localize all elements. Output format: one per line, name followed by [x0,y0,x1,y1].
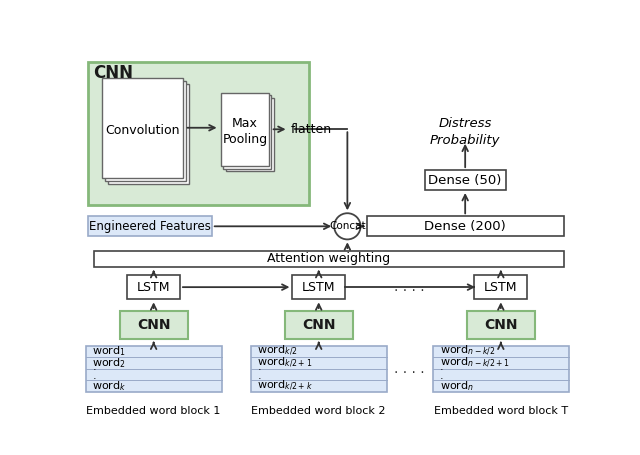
Text: $\mathrm{word}_{k}$: $\mathrm{word}_{k}$ [92,379,127,393]
Bar [433,346,569,392]
Bar [292,275,345,299]
Text: Embedded word block 2: Embedded word block 2 [252,406,386,416]
Text: Distress
Probability: Distress Probability [430,116,500,147]
Circle shape [334,213,360,239]
Text: $\mathrm{word}_{k/2+1}$: $\mathrm{word}_{k/2+1}$ [257,356,313,370]
Text: $\mathrm{word}_{n−k/2}$: $\mathrm{word}_{n−k/2}$ [440,344,495,359]
Text: Concat: Concat [329,221,365,231]
Text: $\mathrm{word}_{1}$: $\mathrm{word}_{1}$ [92,344,126,359]
Text: CNN: CNN [302,318,335,332]
Text: $\mathrm{word}_{k/2}$: $\mathrm{word}_{k/2}$ [257,344,298,359]
Bar [285,311,353,339]
Text: ·
·: · · [257,365,261,384]
Text: $\mathrm{word}_{2}$: $\mathrm{word}_{2}$ [92,356,126,370]
Text: Attention weighting: Attention weighting [268,252,390,265]
Bar [474,275,527,299]
Text: Dense (200): Dense (200) [424,220,506,233]
Bar [226,98,274,171]
Bar [108,84,189,184]
Text: CNN: CNN [484,318,518,332]
Text: CNN: CNN [93,64,133,82]
Bar [425,170,506,190]
Text: LSTM: LSTM [137,281,170,293]
Text: Engineered Features: Engineered Features [89,220,211,233]
Text: . . . .: . . . . [394,280,425,294]
Bar [223,96,271,168]
Bar [367,216,564,236]
Text: CNN: CNN [137,318,170,332]
Bar [252,346,387,392]
Bar [105,81,186,181]
Bar [467,311,535,339]
Text: LSTM: LSTM [302,281,335,293]
Text: flatten: flatten [291,123,332,136]
Bar [94,251,564,267]
Bar [102,78,183,178]
Bar [120,311,188,339]
Bar [127,275,180,299]
Bar [221,93,269,166]
Bar [88,216,212,236]
Text: Dense (50): Dense (50) [429,174,502,187]
Text: $\mathrm{word}_{n−k/2+1}$: $\mathrm{word}_{n−k/2+1}$ [440,356,509,370]
Text: $\mathrm{word}_{k/2+k}$: $\mathrm{word}_{k/2+k}$ [257,379,313,393]
Text: Embedded word block T: Embedded word block T [434,406,568,416]
Bar [86,346,222,392]
Text: $\mathrm{word}_{n}$: $\mathrm{word}_{n}$ [440,379,474,393]
Text: LSTM: LSTM [484,281,518,293]
Text: ·
·: · · [92,365,96,384]
Text: Convolution: Convolution [105,124,179,137]
Bar [88,62,308,205]
Text: Embedded word block 1: Embedded word block 1 [86,406,221,416]
Text: . . . .: . . . . [394,362,425,376]
Text: Max
Pooling: Max Pooling [223,117,268,146]
Text: ·
·: · · [440,365,444,384]
